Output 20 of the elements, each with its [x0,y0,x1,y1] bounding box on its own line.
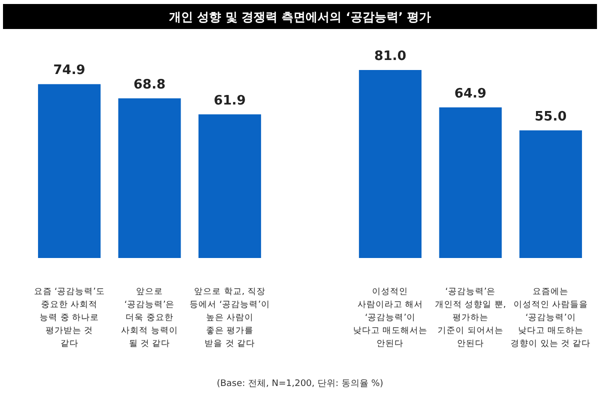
text: (Base: 전체, N=1,200, 단위: 동의율 %) [216,379,384,389]
x-tick-label: 요즘 ‘공감능력’도 중요한 사회적 능력 중 하나로 평가받는 것 같다 [34,287,105,349]
x-tick-label: 앞으로 학교, 직장 등에서 ‘공감능력’이 높은 사람이 좋은 평가를 받을 것 같다 [190,287,270,349]
bar [519,130,582,258]
data-label: 81.0 [374,49,406,64]
bar [198,114,262,258]
bar [358,70,422,258]
x-tick-label: 앞으로 ‘공감능력’은 더욱 중요한 사회적 능력이 될 것 같다 [121,287,178,349]
bar [118,98,181,258]
bar [439,107,502,258]
x-tick-label: 이성적인 사람이라고 해서 ‘공감능력’이 낮다고 매도해서는 안된다 [352,287,428,349]
chart-title: 개인 성향 및 경쟁력 측면에서의 ‘공감능력’ 평가 [168,10,432,24]
x-tick-label: ‘공감능력’은 개인적 성향일 뿐, 평가하는 기준이 되어서는 안된다 [434,287,506,349]
data-label: 68.8 [134,77,166,92]
data-label: 61.9 [214,93,246,108]
data-label: 64.9 [454,86,486,102]
bar [38,84,101,258]
x-tick-label: 요즘에는 이성적인 사람들을 ‘공감능력’이 낮다고 매도하는 경향이 있는 것 같다 [510,287,591,349]
data-label: 74.9 [53,63,86,78]
data-label: 55.0 [534,109,567,124]
